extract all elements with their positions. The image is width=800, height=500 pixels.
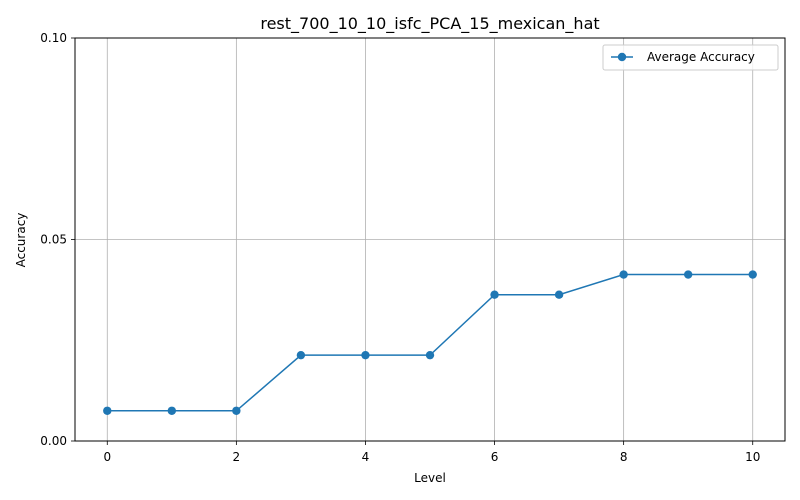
data-point — [554, 290, 564, 299]
x-tick-label: 2 — [233, 450, 241, 464]
legend-label: Average Accuracy — [647, 50, 755, 64]
data-point — [361, 350, 370, 360]
series-layer — [103, 270, 757, 415]
y-axis-ticks: 0.00 0.05 0.10 — [40, 31, 75, 448]
data-point — [425, 350, 435, 360]
data-point — [296, 350, 306, 360]
data-point — [103, 406, 112, 415]
y-tick-label: 0.00 — [40, 434, 67, 448]
series-line — [107, 273, 753, 412]
data-point — [490, 290, 499, 299]
legend-marker-swatch — [617, 52, 627, 62]
grid-lines — [75, 37, 785, 442]
plot-area-frame — [74, 37, 786, 442]
y-tick-label: 0.05 — [40, 233, 67, 247]
x-tick-label: 0 — [103, 450, 111, 464]
x-axis-ticks: 0 2 4 6 8 10 — [103, 441, 760, 464]
data-point — [748, 270, 757, 279]
x-tick-label: 6 — [491, 450, 499, 464]
legend: Average Accuracy — [602, 44, 779, 71]
data-point — [232, 406, 241, 415]
x-tick-label: 4 — [362, 450, 370, 464]
data-point — [683, 270, 693, 279]
legend-frame — [602, 44, 779, 71]
data-point — [167, 406, 177, 415]
x-axis-label: Level — [414, 471, 446, 485]
chart-title: rest_700_10_10_isfc_PCA_15_mexican_hat — [260, 14, 599, 34]
x-tick-label: 10 — [745, 450, 760, 464]
x-tick-label: 8 — [620, 450, 628, 464]
y-axis-label: Accuracy — [14, 213, 28, 268]
data-point — [619, 270, 628, 279]
y-tick-label: 0.10 — [40, 31, 67, 45]
